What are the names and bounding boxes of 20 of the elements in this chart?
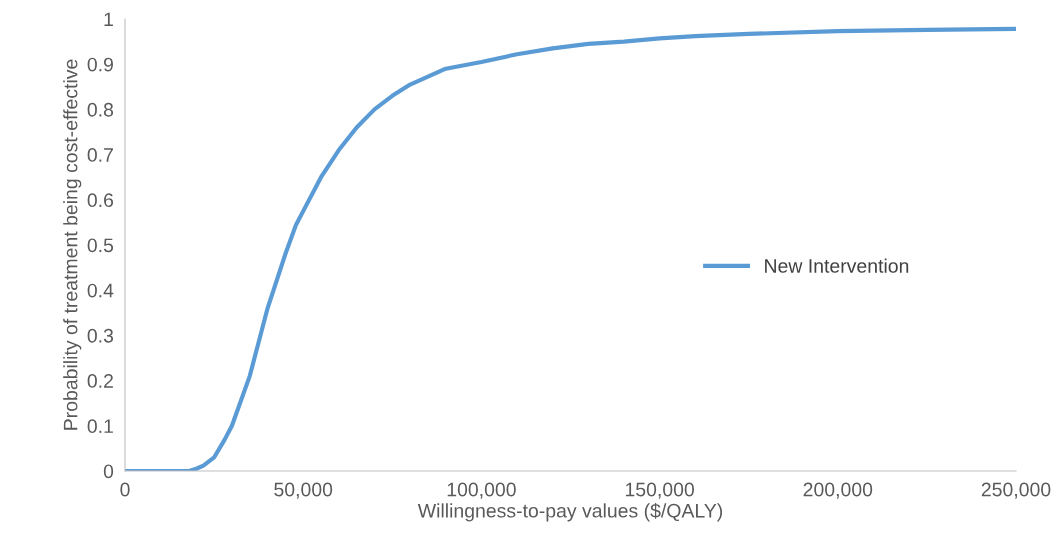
y-tick-label: 1 — [104, 12, 113, 27]
x-tick-label: 0 — [120, 482, 130, 497]
y-tick-label: 0.5 — [87, 238, 114, 253]
y-tick-label: 0.6 — [87, 193, 114, 208]
y-tick-label: 0.2 — [87, 374, 113, 388]
legend-label: New Intervention — [765, 258, 909, 273]
x-tick-label: 100,000 — [447, 482, 516, 499]
y-tick-label: 0.7 — [87, 148, 113, 162]
y-tick-label: 0.8 — [87, 102, 114, 117]
x-tick-label: 50,000 — [274, 482, 333, 499]
y-tick-label: 0 — [103, 464, 114, 479]
y-tick-label: 0.4 — [87, 283, 114, 298]
x-tick-label: 250,000 — [981, 482, 1051, 499]
y-tick-label: 0.1 — [87, 419, 113, 434]
x-tick-label: 150,000 — [625, 482, 694, 499]
y-tick-label: 0.3 — [87, 328, 114, 343]
x-axis-title: Willingness-to-pay values ($/QALY) — [417, 503, 723, 522]
x-tick-label: 200,000 — [803, 482, 873, 499]
y-tick-label: 0.9 — [87, 57, 113, 72]
y-axis-title: Probability of treatment being cost-effective — [63, 59, 82, 430]
